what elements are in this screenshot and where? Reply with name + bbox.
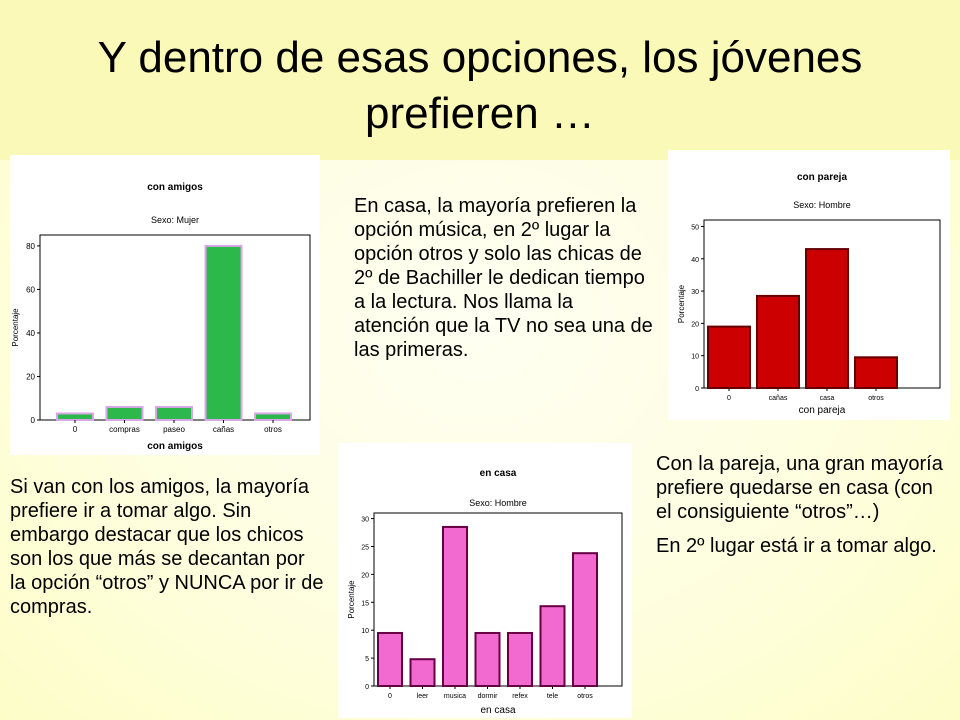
- bar-refex: [507, 631, 533, 687]
- bar-otros: [854, 356, 898, 390]
- x-axis-label: con amigos: [147, 441, 203, 452]
- y-tick-label: 40: [691, 257, 699, 264]
- chart-panel-con-pareja: con pareja Sexo: Hombre 0 10 20 30 40 50 0 cañas c…: [668, 150, 950, 420]
- chart-panel-en-casa: en casa Sexo: Hombre 0 5 10 15 20 25 30 0 leer musi…: [338, 443, 632, 718]
- bar-cañas: [756, 294, 800, 389]
- slide-title: Y dentro de esas opciones, los jóvenes p…: [97, 33, 863, 138]
- x-tick-label: otros: [264, 425, 282, 434]
- bar-otros: [254, 412, 292, 421]
- y-tick-label: 30: [691, 289, 699, 296]
- x-tick-label: cañas: [213, 425, 234, 434]
- x-axis-label: en casa: [480, 705, 515, 716]
- bar-tele: [539, 605, 566, 687]
- bar-dormir: [474, 631, 501, 687]
- chart-con-pareja: con pareja Sexo: Hombre 0 10 20 30 40 50 0 cañas c…: [677, 172, 941, 416]
- chart-panel-con-amigos: con amigos Sexo: Mujer 0 20 40 60 80 0 compras pa…: [10, 155, 320, 455]
- y-tick-label: 80: [26, 242, 35, 251]
- bar-0: [56, 412, 94, 421]
- x-tick-label: otros: [868, 395, 884, 402]
- y-tick-label: 25: [361, 544, 369, 551]
- y-tick-label: 20: [691, 321, 699, 328]
- y-tick-label: 60: [26, 285, 35, 294]
- x-tick-label: compras: [109, 425, 140, 434]
- y-tick-label: 5: [365, 656, 369, 663]
- x-tick-label: casa: [820, 395, 835, 402]
- y-tick-label: 30: [361, 517, 369, 524]
- chart-con-amigos: con amigos Sexo: Mujer 0 20 40 60 80 0 compras pa…: [11, 182, 311, 452]
- y-tick-label: 15: [361, 600, 369, 607]
- y-axis-label: Porcentaje: [677, 284, 686, 323]
- x-axis-label: con pareja: [799, 405, 846, 416]
- bar-0: [377, 631, 403, 687]
- y-axis-label: Porcentaje: [347, 580, 356, 619]
- bar-paseo: [155, 405, 193, 422]
- y-tick-label: 50: [691, 224, 699, 231]
- text-en-casa: En casa, la mayoría prefieren la opción …: [354, 195, 653, 361]
- x-tick-label: 0: [727, 395, 731, 402]
- chart-title: en casa: [480, 468, 517, 479]
- y-tick-label: 10: [361, 628, 369, 635]
- chart-en-casa: en casa Sexo: Hombre 0 5 10 15 20 25 30 0 leer musi…: [347, 468, 623, 716]
- y-tick-label: 20: [26, 372, 35, 381]
- x-tick-label: 0: [388, 693, 392, 700]
- text-con-pareja-2: En 2º lugar está ir a tomar algo.: [656, 535, 937, 557]
- x-tick-label: otros: [577, 693, 593, 700]
- y-tick-label: 0: [365, 684, 369, 691]
- x-tick-label: 0: [73, 425, 78, 434]
- bar-casa: [805, 248, 849, 389]
- text-con-pareja-1: Con la pareja, una gran mayoría prefiere…: [656, 453, 943, 523]
- x-tick-label: paseo: [163, 425, 185, 434]
- title-band: [0, 0, 960, 160]
- chart-subtitle: Sexo: Hombre: [793, 200, 851, 210]
- bar-compras: [105, 405, 144, 422]
- x-tick-label: refex: [512, 693, 528, 700]
- x-tick-label: dormir: [478, 693, 499, 700]
- y-tick-label: 40: [26, 329, 35, 338]
- bar-leer: [409, 658, 436, 688]
- chart-title: con amigos: [147, 182, 203, 193]
- y-tick-label: 0: [31, 416, 36, 425]
- chart-subtitle: Sexo: Mujer: [151, 215, 199, 225]
- plot-area: [39, 234, 311, 421]
- text-con-amigos: Si van con los amigos, la mayoría prefie…: [10, 476, 324, 618]
- x-tick-label: leer: [417, 693, 429, 700]
- bar-cañas: [204, 244, 243, 421]
- text-con-pareja: Con la pareja, una gran mayoría prefiere…: [656, 452, 946, 568]
- x-tick-label: tele: [547, 693, 558, 700]
- bar-otros: [572, 552, 598, 687]
- x-tick-label: cañas: [769, 395, 788, 402]
- bar-0: [707, 325, 751, 390]
- y-tick-label: 10: [691, 354, 699, 361]
- x-tick-label: musica: [444, 693, 466, 700]
- chart-subtitle: Sexo: Hombre: [469, 498, 527, 508]
- bar-musica: [442, 525, 468, 687]
- y-axis-label: Porcentaje: [11, 308, 20, 347]
- y-tick-label: 0: [695, 386, 699, 393]
- chart-title: con pareja: [797, 172, 847, 183]
- y-tick-label: 20: [361, 572, 369, 579]
